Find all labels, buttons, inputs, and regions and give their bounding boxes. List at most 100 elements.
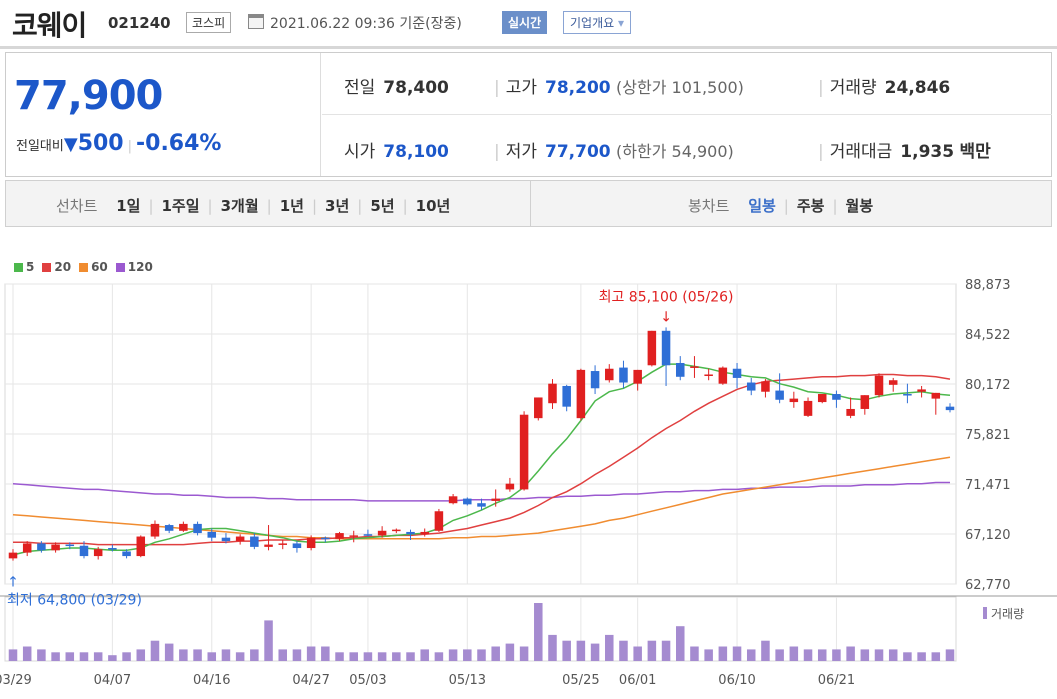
line-period-4[interactable]: 3년: [325, 197, 350, 215]
candle-body: [832, 394, 841, 400]
candle-body: [292, 543, 302, 549]
volume-bar: [633, 646, 642, 661]
amount-value: 1,935: [900, 142, 955, 162]
volume-bar: [931, 652, 941, 661]
legend-ma-5[interactable]: 5: [14, 260, 34, 274]
x-tick-label: 06/01: [619, 673, 656, 688]
volume-bar: [846, 646, 855, 661]
candle-body: [605, 368, 614, 381]
quote-datetime: 2021.06.22 09:36 기준(장중): [270, 16, 462, 32]
volume-bar: [335, 652, 344, 661]
ma20-line: [13, 373, 951, 546]
candle-body: [463, 498, 472, 505]
candle-body: [8, 552, 18, 559]
volume-label: 거래량: [829, 78, 877, 98]
volume-bar: [363, 652, 373, 661]
volume-bar: [377, 652, 387, 661]
x-tick-label: 03/29: [0, 673, 32, 688]
legend-label: 60: [91, 260, 108, 274]
candle-body: [193, 523, 202, 534]
candle-body: [874, 375, 884, 396]
legend-label: 120: [127, 260, 153, 274]
realtime-button[interactable]: 실시간: [502, 11, 548, 34]
quote-row-divider: [322, 114, 1052, 115]
volume-bar: [150, 640, 160, 661]
ma120-line: [12, 481, 950, 502]
volume-bar: [164, 643, 174, 661]
candle-body: [150, 523, 160, 537]
low-label: 저가: [505, 142, 538, 162]
stock-chart[interactable]: 88,873 84,522 80,172 75,821 71,471 67,120 62,7…: [0, 239, 1057, 699]
company-info-button[interactable]: 기업개요 ▾: [563, 11, 632, 34]
candle-body: [477, 503, 486, 507]
volume-bar: [79, 652, 89, 661]
candle-body: [548, 383, 557, 404]
legend-ma-120[interactable]: 120: [115, 260, 153, 274]
volume-legend-label: 거래량: [991, 607, 1024, 621]
period-divider: |: [832, 197, 838, 215]
low-value: 77,700: [545, 142, 611, 162]
high-price: | 고가 78,200 (상한가 101,500): [494, 78, 744, 98]
line-period-0[interactable]: 1일: [116, 197, 141, 215]
volume-bar: [264, 620, 273, 661]
candle-period-1[interactable]: 주봉: [796, 197, 825, 215]
y-tick-label: 84,522: [965, 328, 1011, 343]
open-price: 시가 78,100: [344, 137, 449, 162]
volume-bar: [22, 646, 32, 661]
open-value: 78,100: [383, 142, 449, 162]
period-divider: |: [207, 197, 213, 215]
open-label: 시가: [344, 142, 376, 162]
line-period-6[interactable]: 10년: [415, 197, 451, 215]
volume-bar: [718, 646, 728, 661]
volume-bar: [945, 649, 955, 661]
volume-bar: [179, 649, 188, 661]
volume-bar: [235, 652, 245, 661]
candle-chart-periods: 봉차트 일봉 | 주봉 | 월봉: [688, 195, 873, 216]
candle-body: [562, 385, 571, 407]
candle-body: [534, 397, 543, 419]
quote-panel: 77,900 전일대비▼500 | -0.64% 전일 78,400 | 고가 78,20…: [5, 52, 1052, 177]
line-chart-label: 선차트: [56, 197, 98, 215]
legend-ma-20[interactable]: 20: [42, 260, 71, 274]
volume-bar: [136, 649, 146, 661]
candle-body: [732, 368, 742, 378]
volume-legend-swatch: [983, 607, 987, 619]
volume-bar: [562, 640, 571, 661]
change-percent: -0.64%: [136, 131, 222, 156]
candle-body: [675, 362, 685, 377]
candle-body: [321, 537, 330, 540]
line-period-2[interactable]: 3개월: [220, 197, 259, 215]
volume-bar: [874, 649, 884, 661]
candle-period-0[interactable]: 일봉: [748, 197, 776, 215]
amount-unit: 백만: [959, 142, 991, 162]
period-divider: |: [357, 197, 363, 215]
volume-bar: [860, 649, 870, 661]
legend-swatch: [115, 263, 125, 272]
volume-bar: [505, 643, 515, 661]
line-period-5[interactable]: 5년: [370, 197, 395, 215]
lower-limit: (하한가 54,900): [616, 142, 734, 161]
volume-bar: [832, 649, 841, 661]
y-tick-label: 80,172: [965, 378, 1011, 393]
volume-bar: [590, 643, 600, 661]
prev-close-label: 전일: [344, 78, 376, 98]
candle-body: [406, 531, 415, 535]
legend-ma-60[interactable]: 60: [79, 260, 108, 274]
candle-body: [860, 395, 870, 409]
candle-body: [164, 525, 174, 531]
line-period-1[interactable]: 1주일: [161, 197, 200, 215]
candle-period-2[interactable]: 월봉: [845, 197, 874, 215]
volume-bar: [93, 652, 103, 661]
volume-bar: [803, 649, 813, 661]
candle-body: [647, 330, 657, 366]
low-price: | 저가 77,700 (하한가 54,900): [494, 142, 734, 162]
volume-bar: [221, 649, 231, 661]
low-arrow-icon: ↑: [7, 575, 19, 591]
line-period-3[interactable]: 1년: [279, 197, 304, 215]
candle-body: [363, 534, 373, 536]
change-divider: |: [127, 139, 133, 154]
volume-bar: [37, 649, 46, 661]
calendar-icon: [248, 14, 264, 29]
candle-body: [306, 537, 316, 549]
market-badge: 코스피: [186, 12, 232, 33]
